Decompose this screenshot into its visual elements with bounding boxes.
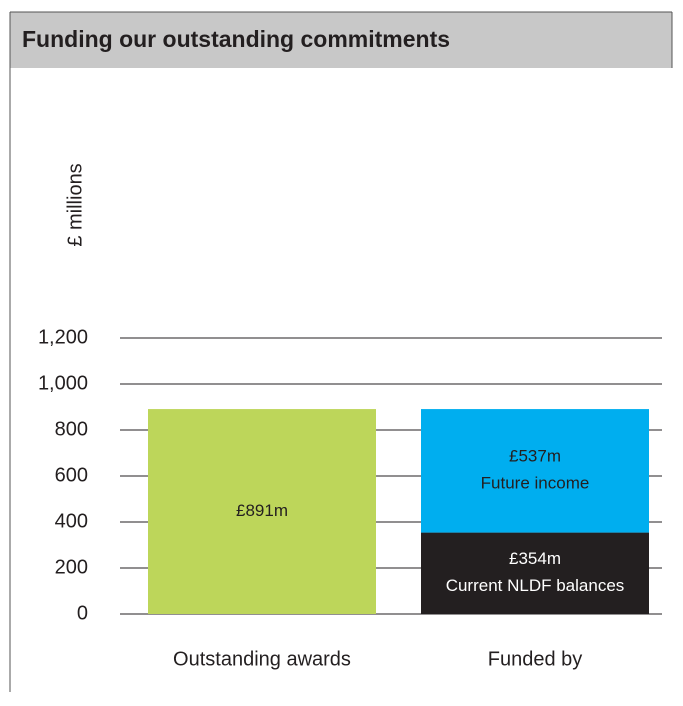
x-tick-label: Outstanding awards — [173, 648, 351, 670]
bar-segment — [148, 409, 376, 614]
x-tick-label: Funded by — [488, 648, 583, 670]
bar-segment — [421, 409, 649, 533]
y-tick-label: 0 — [77, 602, 88, 624]
value-label: £891m — [236, 501, 288, 520]
y-tick-label: 200 — [55, 556, 88, 578]
value-label: £354m — [509, 549, 561, 568]
chart-title: Funding our outstanding commitments — [22, 26, 450, 52]
y-tick-label: 1,000 — [38, 372, 88, 394]
y-tick-label: 1,200 — [38, 326, 88, 348]
y-tick-label: 600 — [55, 464, 88, 486]
segment-name: Future income — [481, 473, 590, 492]
bar-segment — [421, 532, 649, 614]
segment-name: Current NLDF balances — [446, 576, 625, 595]
y-tick-label: 800 — [55, 418, 88, 440]
y-tick-label: 400 — [55, 510, 88, 532]
y-axis-label: £ millions — [64, 163, 86, 246]
value-label: £537m — [509, 446, 561, 465]
header-band — [10, 12, 672, 68]
